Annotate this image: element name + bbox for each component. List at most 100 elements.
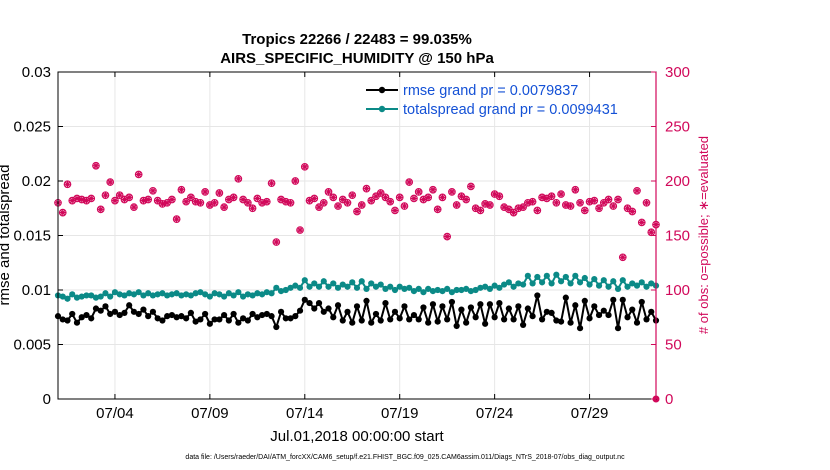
totalspread-point xyxy=(643,283,650,290)
rmse-point xyxy=(529,313,536,320)
totalspread-point xyxy=(230,292,237,299)
rmse-point xyxy=(97,307,104,314)
obs-evaluated-point xyxy=(391,207,399,214)
star-stroke xyxy=(582,207,588,214)
y-right-tick-label: 50 xyxy=(665,337,682,354)
totalspread-point xyxy=(567,280,574,287)
obs-evaluated-point xyxy=(600,199,608,207)
obs-evaluated-point xyxy=(367,197,375,204)
totalspread-point xyxy=(600,277,607,284)
star-stroke xyxy=(230,194,237,201)
obs-evaluated-point xyxy=(576,199,584,207)
star-stroke xyxy=(520,204,526,210)
totalspread-point xyxy=(415,285,422,293)
obs-evaluated-point xyxy=(401,202,408,210)
obs-evaluated-point xyxy=(268,179,275,187)
rmse-point xyxy=(64,317,71,324)
obs-evaluated-point xyxy=(382,194,389,201)
y-tick-label: 0.01 xyxy=(22,282,51,299)
y-right-tick-label: 250 xyxy=(665,119,690,136)
totalspread-point xyxy=(320,278,327,285)
rmse-point xyxy=(306,299,313,307)
totalspread-point xyxy=(377,281,384,288)
rmse-point xyxy=(619,296,626,303)
rmse-point xyxy=(121,309,128,316)
rmse-point xyxy=(510,316,517,323)
obs-evaluated-point xyxy=(358,201,366,209)
star-stroke xyxy=(112,197,118,204)
obs-evaluated-point xyxy=(168,196,176,203)
rmse-point xyxy=(349,319,356,326)
rmse-point xyxy=(629,306,636,313)
totalspread-point xyxy=(581,274,588,282)
totalspread-point xyxy=(173,290,180,297)
totalspread-point xyxy=(273,284,280,291)
star-stroke xyxy=(629,208,636,215)
star-stroke xyxy=(354,208,360,215)
obs-evaluated-point xyxy=(282,198,290,206)
x-tick-label: 07/09 xyxy=(191,405,229,422)
obs-evaluated-point xyxy=(163,199,171,207)
footer-data-file: data file: /Users/raeder/DAI/ATM_forcXX/… xyxy=(185,454,625,461)
totalspread-point xyxy=(73,294,81,301)
obs-evaluated-point xyxy=(477,207,484,214)
totalspread-point xyxy=(59,293,66,300)
rmse-point xyxy=(301,296,308,303)
rmse-point xyxy=(576,325,584,332)
star-stroke xyxy=(639,219,645,226)
rmse-point xyxy=(353,303,361,310)
obs-evaluated-point xyxy=(434,206,441,213)
rmse-point xyxy=(595,311,603,319)
star-stroke xyxy=(292,178,299,184)
rmse-point xyxy=(372,310,380,318)
obs-evaluated-point xyxy=(534,207,541,214)
y-right-tick-label: 300 xyxy=(665,64,690,81)
star-stroke xyxy=(382,194,389,201)
obs-evaluated-point xyxy=(325,188,332,196)
obs-evaluated-point xyxy=(287,199,294,207)
rmse-point xyxy=(614,325,622,332)
totalspread-point xyxy=(591,276,598,283)
totalspread-point xyxy=(548,280,555,287)
obs-evaluated-point xyxy=(296,226,304,234)
legend: rmse grand pr = 0.0079837 totalspread gr… xyxy=(366,83,618,118)
totalspread-point xyxy=(64,295,71,302)
obs-evaluated-point xyxy=(339,196,347,203)
obs-evaluated-point xyxy=(586,198,593,206)
rmse-point xyxy=(387,316,394,323)
rmse-point xyxy=(254,314,261,321)
obs-evaluated-point xyxy=(486,201,494,209)
totalspread-point xyxy=(116,291,123,298)
rmse-point xyxy=(164,313,171,320)
rmse-point xyxy=(126,302,133,309)
rmse-point xyxy=(567,319,574,326)
rmse-point xyxy=(197,316,204,323)
star-stroke xyxy=(344,200,351,206)
obs-evaluated-point xyxy=(572,186,579,194)
rmse-point xyxy=(444,316,451,323)
rmse-point xyxy=(320,308,327,315)
obs-evaluated-point xyxy=(405,178,413,186)
totalspread-point xyxy=(121,292,128,299)
rmse-point xyxy=(325,305,332,312)
star-stroke xyxy=(610,203,617,209)
star-stroke xyxy=(605,196,612,203)
star-stroke xyxy=(539,194,545,201)
obs-evaluated-point xyxy=(315,203,323,211)
rmse-point xyxy=(453,322,460,330)
obs-evaluated-point xyxy=(567,202,574,210)
rmse-point xyxy=(111,308,119,315)
obs-evaluated-point xyxy=(353,208,361,215)
star-stroke xyxy=(453,202,460,208)
star-stroke xyxy=(529,198,536,205)
totalspread-point xyxy=(425,285,432,293)
totalspread-point xyxy=(387,283,394,290)
star-stroke xyxy=(615,196,621,203)
rmse-point xyxy=(107,310,114,318)
totalspread-point xyxy=(130,291,138,298)
rmse-point xyxy=(178,313,185,320)
star-stroke xyxy=(335,203,341,209)
star-stroke xyxy=(202,189,208,195)
totalspread-point xyxy=(315,283,323,290)
y-tick-label: 0.015 xyxy=(13,228,51,245)
